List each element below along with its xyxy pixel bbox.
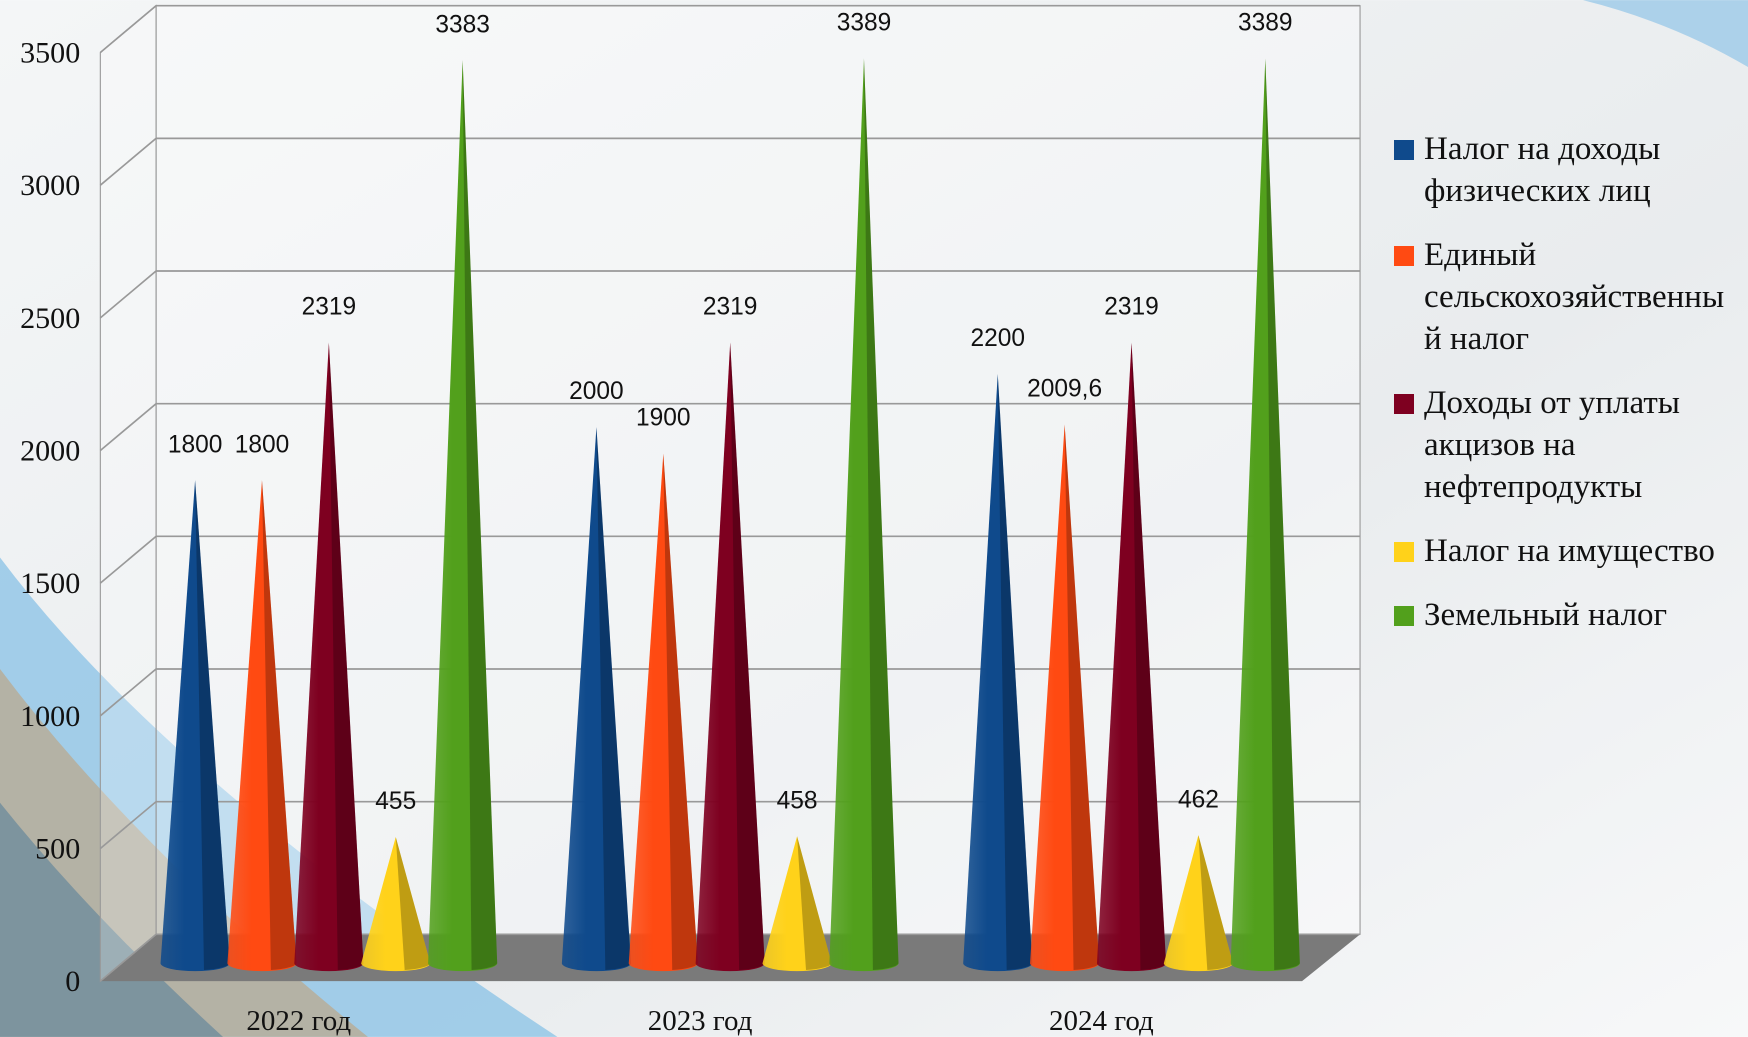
legend-swatch xyxy=(1394,542,1414,562)
y-tick-label: 1500 xyxy=(20,566,80,600)
legend-label: Налог на доходы физических лиц xyxy=(1424,131,1661,209)
value-label: 2009,6 xyxy=(1027,376,1102,403)
legend-label: Земельный налог xyxy=(1424,597,1668,633)
cone-shade xyxy=(1064,424,1100,970)
value-label: 2000 xyxy=(569,378,624,405)
value-label: 2200 xyxy=(970,325,1025,352)
cone-shade xyxy=(596,427,631,970)
cone-shade xyxy=(1265,58,1300,970)
cone-shade xyxy=(730,342,765,970)
grid-line xyxy=(99,4,1361,54)
side-wall xyxy=(99,4,157,983)
y-tick-label: 500 xyxy=(35,832,80,866)
value-label: 458 xyxy=(777,787,818,814)
y-tick-label: 3000 xyxy=(20,168,80,202)
value-label: 3389 xyxy=(1238,10,1293,37)
decor xyxy=(1583,0,1748,68)
y-tick-label: 2000 xyxy=(20,434,80,468)
value-label: 1800 xyxy=(235,431,290,458)
cone xyxy=(628,453,698,972)
legend-swatch xyxy=(1394,246,1414,266)
value-label: 1900 xyxy=(636,405,691,432)
x-tick-label: 2022 год xyxy=(246,1005,351,1037)
cone xyxy=(361,837,431,972)
legend-swatch xyxy=(1394,140,1414,160)
cone-shade xyxy=(195,480,230,970)
legend-item: Налог на имущество xyxy=(1390,530,1735,572)
legend-swatch xyxy=(1394,606,1414,626)
cone xyxy=(294,342,364,972)
cone xyxy=(561,427,631,972)
grid-line xyxy=(99,668,1361,717)
cone-shade xyxy=(1198,835,1233,970)
legend-swatch xyxy=(1394,394,1414,414)
cone-shade xyxy=(261,480,297,970)
y-tick-label: 0 xyxy=(65,964,80,998)
value-label: 462 xyxy=(1178,786,1219,813)
cone-shade xyxy=(997,374,1033,970)
cone-shade xyxy=(663,453,698,970)
cone xyxy=(762,836,832,972)
value-label: 2319 xyxy=(703,294,758,321)
grid-line xyxy=(99,270,1361,319)
cone xyxy=(963,374,1033,972)
cone-shade xyxy=(328,342,364,970)
value-label: 3389 xyxy=(837,10,892,37)
cone-shade xyxy=(863,58,899,970)
cone xyxy=(1096,342,1167,972)
cone xyxy=(1163,835,1233,972)
cone xyxy=(829,58,899,972)
cone xyxy=(1030,424,1100,972)
value-label: 455 xyxy=(375,788,416,815)
value-label: 3383 xyxy=(435,11,490,38)
value-label: 2319 xyxy=(302,294,357,321)
value-label: 1800 xyxy=(168,431,223,458)
grid-line xyxy=(99,800,1361,850)
legend-item: Доходы от уплаты акцизов на нефтепродукт… xyxy=(1390,382,1735,508)
cone xyxy=(695,342,765,972)
cone-shade xyxy=(1131,342,1167,970)
x-tick-label: 2024 год xyxy=(1049,1005,1154,1037)
legend-item: Единый сельскохозяйственный налог xyxy=(1390,234,1735,360)
value-label: 2319 xyxy=(1104,294,1159,321)
cone xyxy=(428,60,498,972)
cone xyxy=(227,480,297,972)
y-tick-label: 3500 xyxy=(20,36,80,70)
y-tick-label: 2500 xyxy=(20,301,80,335)
legend-label: Единый сельскохозяйственный налог xyxy=(1424,237,1725,357)
legend: Налог на доходы физических лиц Единый сел… xyxy=(1390,128,1735,658)
legend-label: Доходы от уплаты акцизов на нефтепродукт… xyxy=(1424,385,1680,505)
grid-line xyxy=(99,535,1361,584)
decor xyxy=(0,802,223,1037)
cone xyxy=(1230,58,1300,972)
legend-item: Земельный налог xyxy=(1390,594,1735,636)
back-wall xyxy=(155,5,1361,935)
grid-line xyxy=(99,137,1361,186)
x-tick-label: 2023 год xyxy=(648,1005,753,1037)
cone xyxy=(160,480,230,972)
cone-shade xyxy=(797,836,832,970)
cone-shade xyxy=(462,60,498,970)
grid-line xyxy=(99,933,1361,982)
legend-item: Налог на доходы физических лиц xyxy=(1390,128,1735,212)
y-tick-label: 1000 xyxy=(20,699,80,733)
grid-line xyxy=(99,402,1361,452)
cone-shade xyxy=(395,837,431,970)
legend-label: Налог на имущество xyxy=(1424,533,1715,569)
